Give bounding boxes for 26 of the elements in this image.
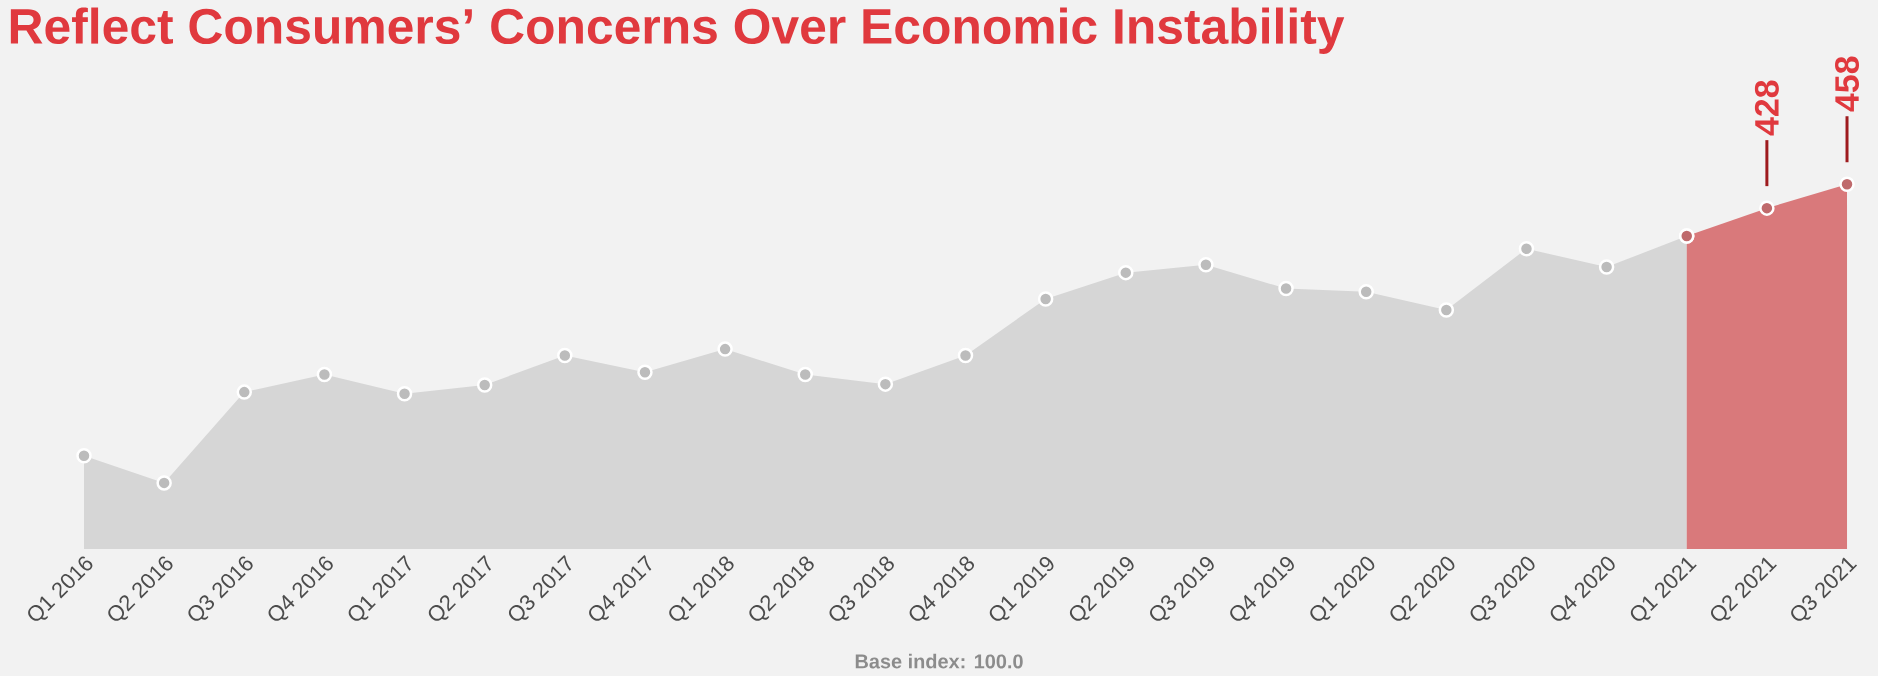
point <box>1358 284 1374 300</box>
point <box>1839 176 1855 192</box>
point <box>396 385 413 402</box>
chart-title: Reflect Consumers’ Concerns Over Economic Instability <box>10 7 1345 54</box>
point <box>637 364 653 380</box>
point <box>717 341 733 357</box>
point <box>1438 302 1455 318</box>
point <box>236 384 253 400</box>
point <box>1198 256 1214 273</box>
point <box>797 366 813 383</box>
point <box>316 366 333 383</box>
point <box>476 377 493 393</box>
point <box>557 347 573 364</box>
point <box>877 376 894 392</box>
point <box>1598 259 1615 275</box>
point <box>957 347 974 364</box>
data-label: 458 <box>1835 56 1860 112</box>
data-label: 428 <box>1754 80 1779 136</box>
point <box>1118 264 1134 281</box>
point <box>156 475 172 491</box>
point <box>1518 241 1535 257</box>
point <box>1037 291 1054 307</box>
point <box>76 448 92 464</box>
point <box>1278 280 1294 297</box>
point <box>1759 200 1775 216</box>
text: Base index: 100.0 <box>855 653 1023 669</box>
